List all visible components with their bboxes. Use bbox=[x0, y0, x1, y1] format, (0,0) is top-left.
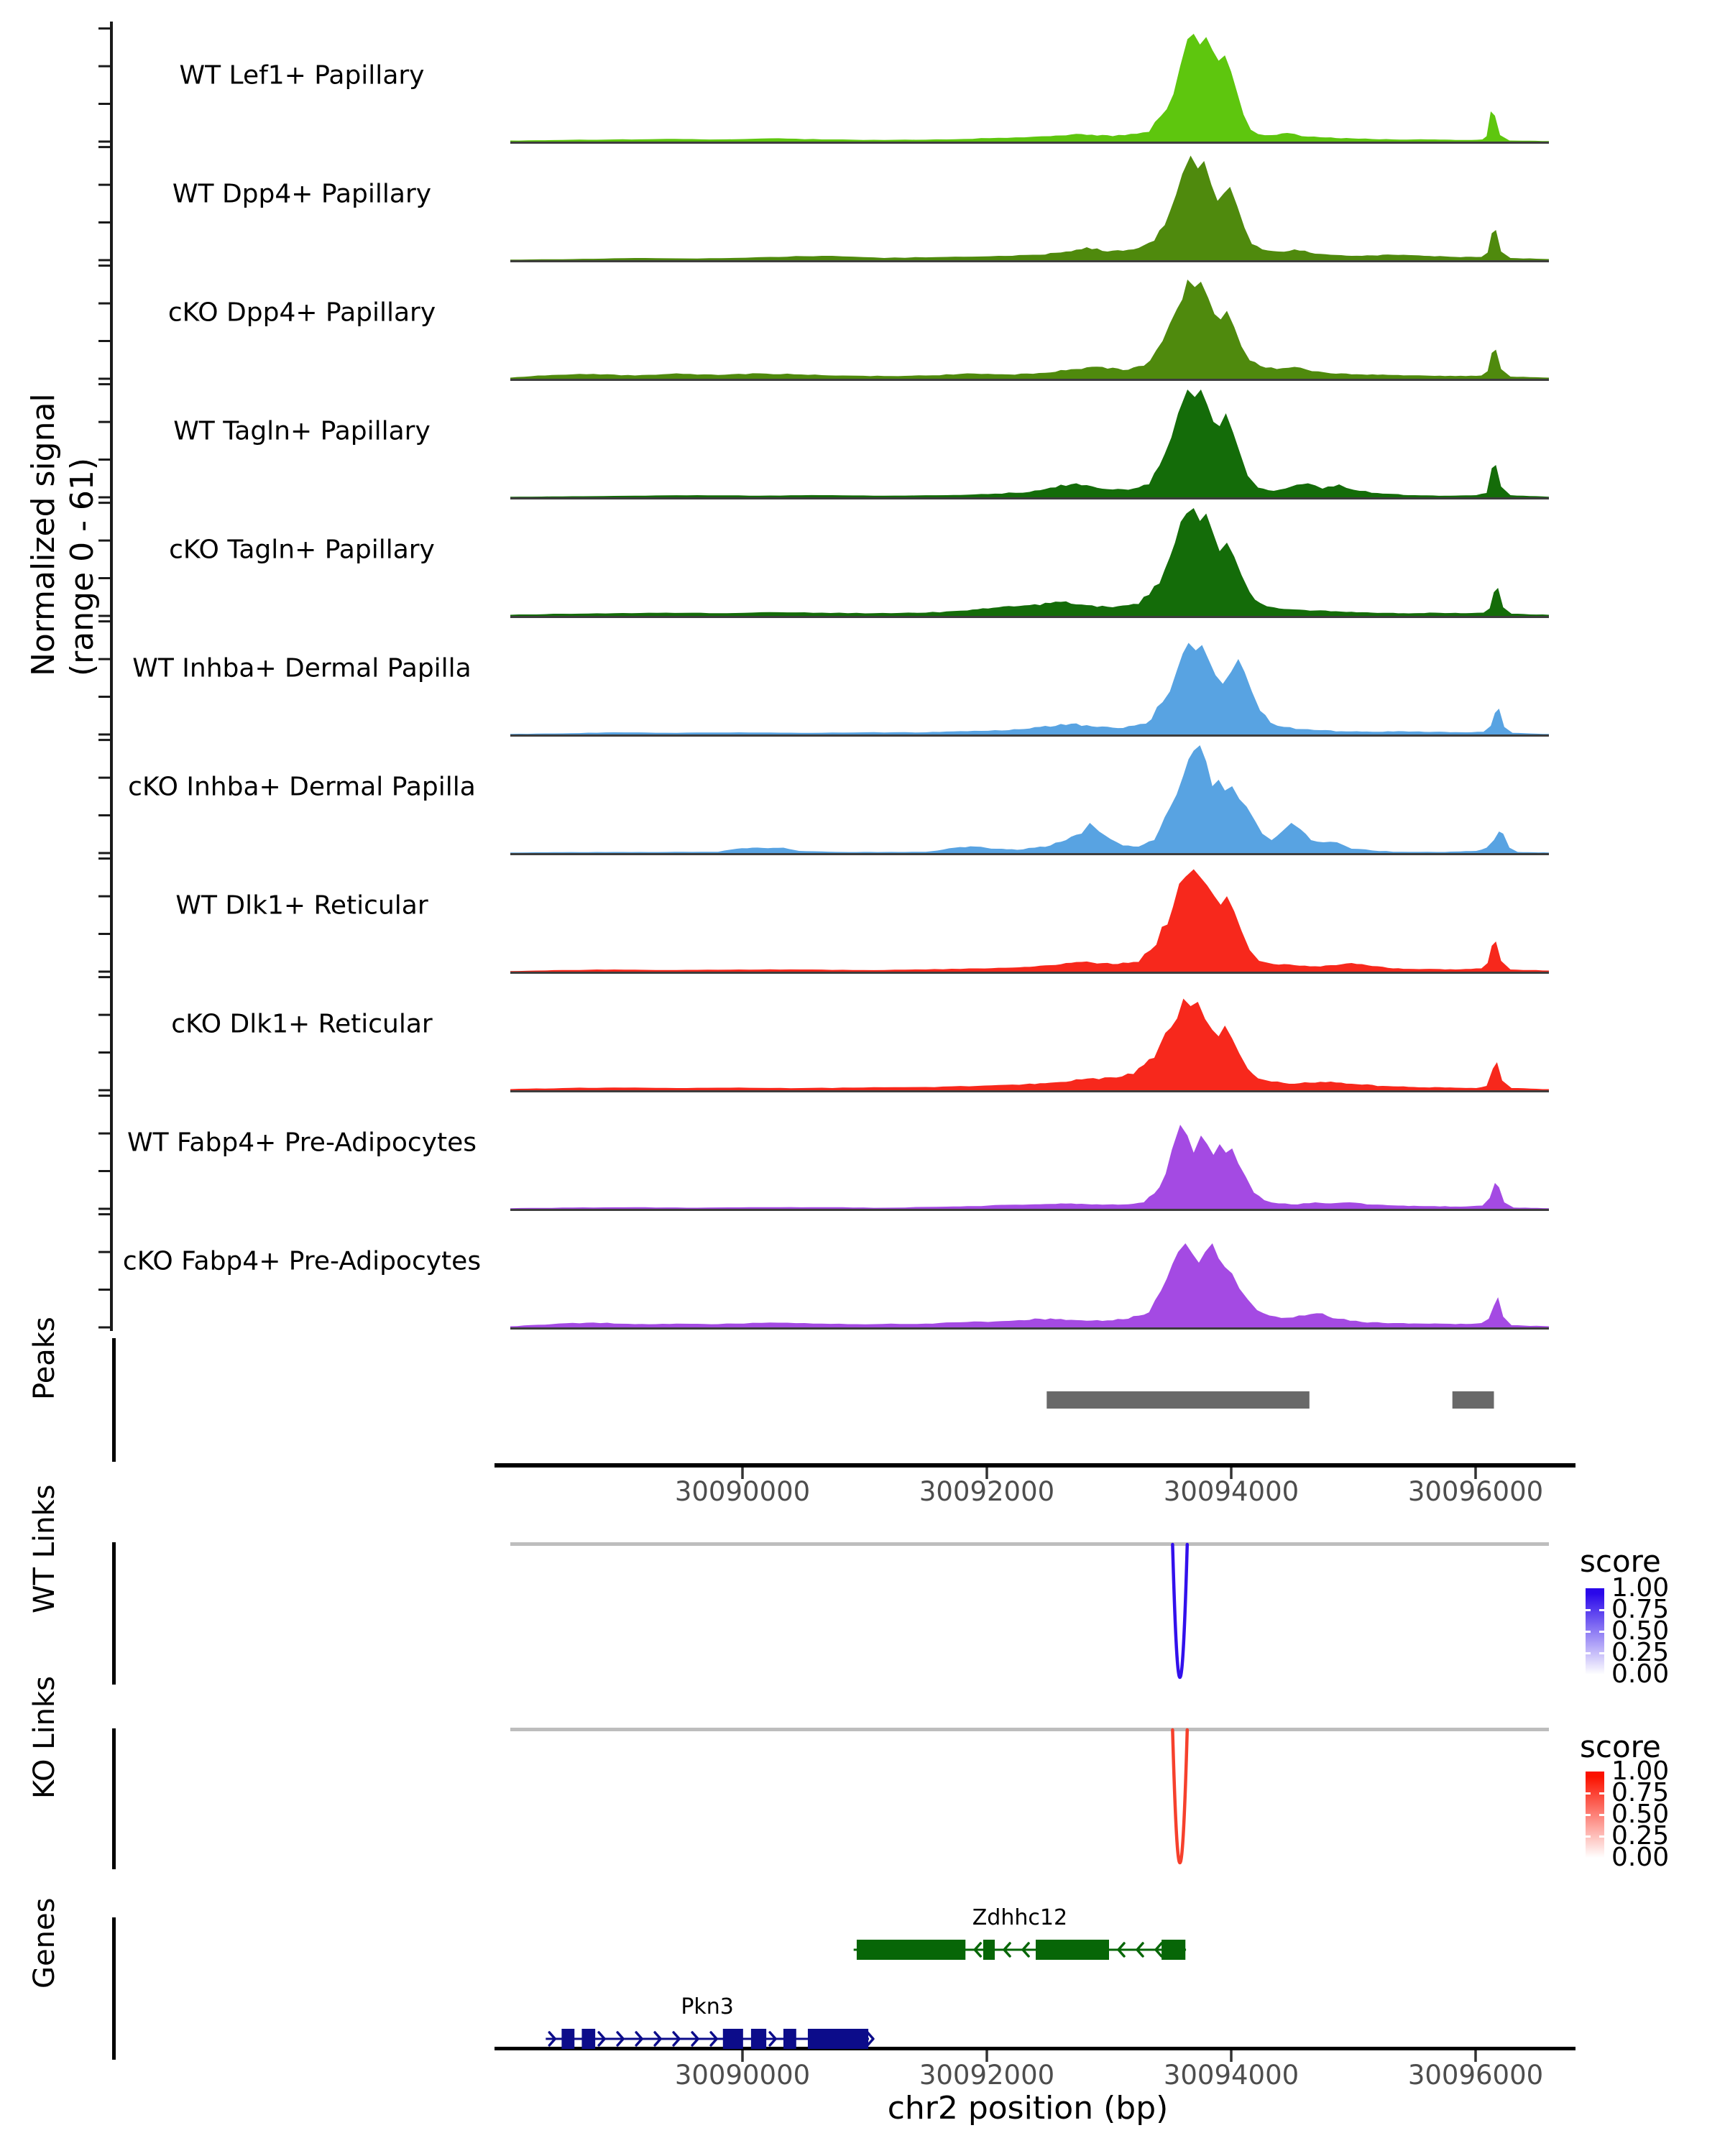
axis-line bbox=[494, 1463, 1576, 1468]
strand-arrow bbox=[672, 2031, 681, 2047]
strand-arrow bbox=[1003, 1942, 1011, 1958]
wt-links-top-rule bbox=[510, 1542, 1549, 1546]
score-legend-label: 0.25 bbox=[1611, 1821, 1670, 1851]
coverage-area bbox=[510, 508, 1549, 616]
track-label: cKO Fabp4+ Pre-Adipocytes bbox=[122, 1246, 482, 1276]
ko-link-arc bbox=[1171, 1728, 1190, 1865]
axis-tick-label: 30090000 bbox=[674, 2060, 811, 2091]
strand-arrow bbox=[1117, 1942, 1126, 1958]
track-label: cKO Inhba+ Dermal Papilla bbox=[128, 772, 476, 802]
exon bbox=[1162, 1940, 1186, 1960]
axis-tick-label: 30090000 bbox=[674, 1476, 811, 1507]
wt-score-legend-title: score bbox=[1580, 1544, 1661, 1579]
coverage-area bbox=[510, 998, 1549, 1090]
strand-arrow bbox=[597, 2031, 606, 2047]
score-legend-label: 0.75 bbox=[1611, 1778, 1670, 1807]
track-label: cKO Dlk1+ Reticular bbox=[171, 1009, 433, 1039]
track-label: WT Dlk1+ Reticular bbox=[175, 890, 428, 921]
axis-tick-label: 30096000 bbox=[1407, 2060, 1544, 2091]
exon bbox=[856, 1940, 966, 1960]
ko-score-gradient-bar bbox=[1586, 1772, 1604, 1858]
track-label: cKO Dpp4+ Papillary bbox=[167, 298, 436, 328]
wt-score-gradient-bar bbox=[1586, 1588, 1604, 1674]
genes-section-bar bbox=[112, 1917, 116, 2060]
strand-arrow bbox=[709, 2031, 718, 2047]
track-label: WT Dpp4+ Papillary bbox=[172, 179, 432, 209]
strand-arrow bbox=[616, 2031, 625, 2047]
peaks-section-bar bbox=[112, 1338, 116, 1462]
strand-arrow bbox=[1136, 1942, 1144, 1958]
score-legend-label: 0.25 bbox=[1611, 1638, 1670, 1667]
coverage-area bbox=[510, 390, 1549, 497]
coverage-area bbox=[510, 745, 1549, 853]
strand-arrow bbox=[653, 2031, 662, 2047]
track-label: WT Lef1+ Papillary bbox=[179, 60, 425, 91]
axis-tick-label: 30094000 bbox=[1163, 2060, 1300, 2091]
peak-bar bbox=[1046, 1391, 1310, 1409]
gene-name-label: Zdhhc12 bbox=[972, 1905, 1068, 1930]
exon bbox=[983, 1940, 995, 1960]
strand-arrow bbox=[1154, 1942, 1163, 1958]
axis-tick-label: 30092000 bbox=[919, 2060, 1055, 2091]
score-legend-label: 0.75 bbox=[1611, 1595, 1670, 1624]
wt-link-arc bbox=[1171, 1542, 1190, 1680]
strand-arrow bbox=[635, 2031, 643, 2047]
score-legend-label: 0.00 bbox=[1611, 1843, 1670, 1872]
strand-arrow bbox=[866, 2031, 875, 2047]
score-legend-label: 0.50 bbox=[1611, 1616, 1670, 1646]
strand-arrow bbox=[691, 2031, 699, 2047]
axis-tick-label: 30094000 bbox=[1163, 1476, 1300, 1507]
score-legend-label: 1.00 bbox=[1611, 1756, 1670, 1786]
coverage-area bbox=[510, 869, 1549, 972]
strand-arrow bbox=[857, 1942, 867, 1958]
score-legend-label: 0.00 bbox=[1611, 1659, 1670, 1689]
exon bbox=[807, 2029, 869, 2049]
x-axis-title: chr2 position (bp) bbox=[887, 2090, 1169, 2127]
strand-arrow bbox=[768, 2031, 777, 2047]
track-label: WT Tagln+ Papillary bbox=[173, 416, 431, 446]
strand-arrow bbox=[1021, 1942, 1030, 1958]
ko-links-top-rule bbox=[510, 1728, 1549, 1731]
coverage-area bbox=[510, 1243, 1549, 1327]
coverage-area bbox=[510, 155, 1549, 260]
strand-arrow bbox=[973, 1942, 982, 1958]
exon bbox=[750, 2029, 767, 2049]
exon bbox=[561, 2029, 575, 2049]
axis-tick-label: 30092000 bbox=[919, 1476, 1055, 1507]
strand-arrow bbox=[548, 2031, 557, 2047]
coverage-area bbox=[510, 34, 1549, 142]
axis-line bbox=[494, 2047, 1576, 2050]
coverage-area bbox=[510, 642, 1549, 734]
track-label: cKO Tagln+ Papillary bbox=[169, 535, 435, 565]
ko-score-legend-title: score bbox=[1580, 1729, 1661, 1764]
wt-links-section-bar bbox=[112, 1542, 116, 1685]
score-legend-label: 0.50 bbox=[1611, 1800, 1670, 1829]
coverage-area bbox=[510, 280, 1549, 379]
ko-links-section-bar bbox=[112, 1728, 116, 1869]
peak-bar bbox=[1452, 1391, 1494, 1409]
exon bbox=[581, 2029, 596, 2049]
coverage-area bbox=[510, 1125, 1549, 1209]
axis-tick-label: 30096000 bbox=[1407, 1476, 1544, 1507]
score-legend-label: 1.00 bbox=[1611, 1573, 1670, 1603]
exon bbox=[783, 2029, 796, 2049]
exon bbox=[722, 2029, 743, 2049]
exon bbox=[1036, 1940, 1109, 1960]
track-label: WT Fabp4+ Pre-Adipocytes bbox=[127, 1128, 477, 1158]
gene-name-label: Pkn3 bbox=[681, 1994, 734, 2019]
track-label: WT Inhba+ Dermal Papilla bbox=[132, 653, 472, 683]
